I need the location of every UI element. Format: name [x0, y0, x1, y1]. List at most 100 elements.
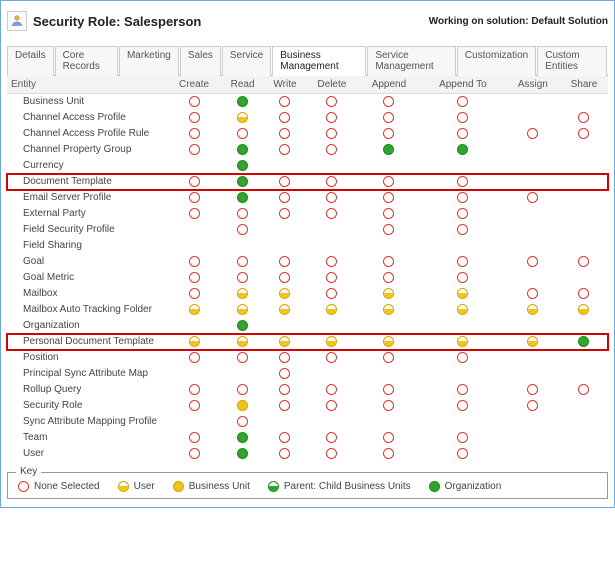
priv-cell[interactable]: [221, 190, 264, 206]
priv-none-icon[interactable]: [457, 96, 468, 107]
priv-none-icon[interactable]: [326, 400, 337, 411]
priv-cell[interactable]: [167, 94, 221, 110]
priv-none-icon[interactable]: [279, 368, 290, 379]
priv-cell[interactable]: [306, 446, 358, 462]
priv-none-icon[interactable]: [279, 272, 290, 283]
priv-none-icon[interactable]: [527, 400, 538, 411]
priv-cell[interactable]: [264, 382, 306, 398]
priv-none-icon[interactable]: [383, 400, 394, 411]
tab-customization[interactable]: Customization: [457, 46, 536, 76]
priv-none-icon[interactable]: [457, 352, 468, 363]
priv-org-icon[interactable]: [237, 144, 248, 155]
priv-cell[interactable]: [506, 190, 560, 206]
priv-org-icon[interactable]: [237, 192, 248, 203]
priv-none-icon[interactable]: [279, 448, 290, 459]
priv-none-icon[interactable]: [383, 384, 394, 395]
priv-none-icon[interactable]: [326, 176, 337, 187]
priv-none-icon[interactable]: [279, 96, 290, 107]
priv-cell[interactable]: [221, 142, 264, 158]
priv-cell[interactable]: [358, 126, 420, 142]
tab-marketing[interactable]: Marketing: [119, 46, 179, 76]
priv-cell[interactable]: [264, 446, 306, 462]
priv-cell[interactable]: [420, 174, 506, 190]
priv-none-icon[interactable]: [527, 384, 538, 395]
priv-none-icon[interactable]: [457, 384, 468, 395]
priv-none-icon[interactable]: [383, 256, 394, 267]
priv-cell[interactable]: [306, 190, 358, 206]
priv-cell[interactable]: [506, 382, 560, 398]
priv-cell[interactable]: [167, 350, 221, 366]
priv-none-icon[interactable]: [457, 176, 468, 187]
priv-cell[interactable]: [167, 142, 221, 158]
priv-user-icon[interactable]: [237, 304, 248, 315]
priv-cell[interactable]: [264, 94, 306, 110]
tab-custom-entities[interactable]: Custom Entities: [537, 46, 607, 76]
priv-cell[interactable]: [560, 126, 608, 142]
priv-cell[interactable]: [358, 350, 420, 366]
priv-none-icon[interactable]: [189, 256, 200, 267]
priv-none-icon[interactable]: [326, 96, 337, 107]
priv-none-icon[interactable]: [383, 432, 394, 443]
priv-cell[interactable]: [420, 110, 506, 126]
priv-none-icon[interactable]: [237, 256, 248, 267]
priv-none-icon[interactable]: [527, 128, 538, 139]
priv-none-icon[interactable]: [237, 272, 248, 283]
priv-user-icon[interactable]: [578, 304, 589, 315]
priv-none-icon[interactable]: [383, 96, 394, 107]
priv-none-icon[interactable]: [527, 192, 538, 203]
priv-cell[interactable]: [306, 350, 358, 366]
priv-cell[interactable]: [358, 190, 420, 206]
priv-none-icon[interactable]: [383, 272, 394, 283]
priv-cell[interactable]: [358, 142, 420, 158]
priv-none-icon[interactable]: [457, 192, 468, 203]
priv-none-icon[interactable]: [189, 272, 200, 283]
priv-none-icon[interactable]: [326, 352, 337, 363]
priv-none-icon[interactable]: [237, 352, 248, 363]
tab-details[interactable]: Details: [7, 46, 54, 76]
priv-user-icon[interactable]: [383, 304, 394, 315]
priv-user-icon[interactable]: [279, 288, 290, 299]
priv-none-icon[interactable]: [189, 192, 200, 203]
priv-cell[interactable]: [221, 446, 264, 462]
priv-cell[interactable]: [306, 110, 358, 126]
priv-cell[interactable]: [306, 126, 358, 142]
priv-cell[interactable]: [560, 382, 608, 398]
priv-none-icon[interactable]: [189, 400, 200, 411]
priv-none-icon[interactable]: [237, 416, 248, 427]
priv-cell[interactable]: [560, 302, 608, 318]
priv-cell[interactable]: [358, 270, 420, 286]
priv-cell[interactable]: [306, 334, 358, 350]
priv-user-icon[interactable]: [279, 336, 290, 347]
priv-user-icon[interactable]: [237, 336, 248, 347]
priv-cell[interactable]: [167, 430, 221, 446]
tab-sales[interactable]: Sales: [180, 46, 221, 76]
priv-none-icon[interactable]: [457, 256, 468, 267]
priv-cell[interactable]: [506, 126, 560, 142]
priv-cell[interactable]: [221, 94, 264, 110]
priv-none-icon[interactable]: [326, 432, 337, 443]
priv-none-icon[interactable]: [527, 256, 538, 267]
priv-none-icon[interactable]: [279, 352, 290, 363]
priv-none-icon[interactable]: [383, 448, 394, 459]
priv-cell[interactable]: [167, 382, 221, 398]
priv-cell[interactable]: [264, 174, 306, 190]
priv-cell[interactable]: [264, 430, 306, 446]
priv-none-icon[interactable]: [383, 352, 394, 363]
priv-none-icon[interactable]: [578, 256, 589, 267]
priv-cell[interactable]: [221, 350, 264, 366]
tab-service-management[interactable]: Service Management: [367, 46, 456, 76]
priv-cell[interactable]: [221, 254, 264, 270]
priv-cell[interactable]: [358, 222, 420, 238]
tab-service[interactable]: Service: [222, 46, 271, 76]
priv-cell[interactable]: [420, 350, 506, 366]
priv-cell[interactable]: [221, 334, 264, 350]
priv-none-icon[interactable]: [457, 224, 468, 235]
priv-cell[interactable]: [358, 446, 420, 462]
priv-org-icon[interactable]: [383, 144, 394, 155]
priv-cell[interactable]: [167, 254, 221, 270]
priv-user-icon[interactable]: [457, 288, 468, 299]
priv-none-icon[interactable]: [279, 128, 290, 139]
priv-cell[interactable]: [221, 414, 264, 430]
priv-cell[interactable]: [221, 286, 264, 302]
priv-cell[interactable]: [264, 286, 306, 302]
